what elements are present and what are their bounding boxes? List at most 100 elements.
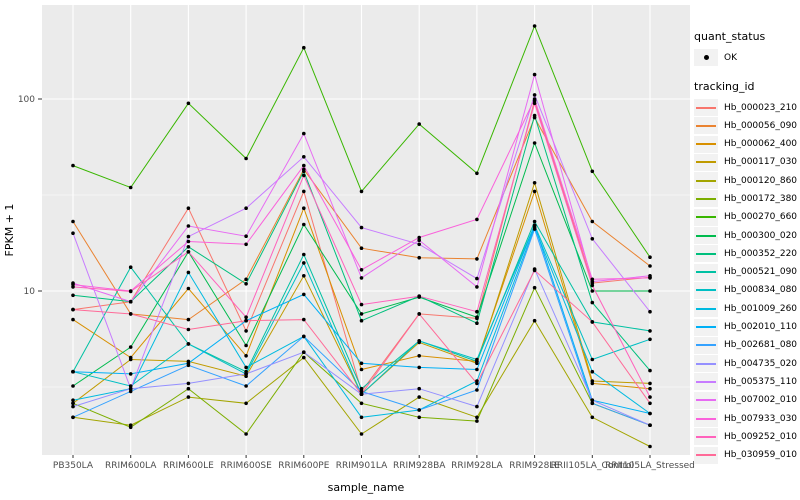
data-point [71,415,75,420]
data-point [186,270,191,275]
data-point [71,398,75,403]
legend-label: Hb_000521_090 [724,267,798,278]
data-point [71,317,75,322]
data-point [302,261,306,265]
data-point [532,113,537,118]
legend-label: Hb_001009_260 [724,303,798,314]
data-point [302,350,306,355]
data-point [648,264,652,268]
data-point [71,307,75,312]
data-point [71,384,75,388]
data-point [532,141,537,145]
data-point [359,415,364,420]
data-point [186,342,191,346]
data-point [475,388,479,392]
legend-entry-Hb_000521_090: Hb_000521_090 [694,263,798,281]
data-point [128,384,133,388]
data-point [359,268,364,272]
data-point [359,225,364,230]
data-point [128,389,133,394]
data-point [186,250,191,254]
line-swatch-icon [694,117,718,135]
legend-label: Hb_002681_080 [724,340,798,351]
legend-entry-Hb_005375_110: Hb_005375_110 [694,373,798,391]
data-point [532,24,537,28]
data-point [302,222,306,227]
legend: quant_status OK tracking_id Hb_000023_21… [694,30,798,465]
legend-label: Hb_002010_110 [724,322,798,333]
data-point [648,423,652,428]
x-tick-label: RRIM600PE [278,461,330,471]
data-point [186,395,191,399]
data-point [532,318,537,323]
line-swatch-icon [694,428,718,446]
data-point [359,389,364,394]
data-point [186,101,191,106]
plot-panel [42,5,690,455]
line-swatch-icon [694,300,718,318]
data-point [417,415,422,420]
y-tick-label: 100 [18,95,35,105]
legend-label: Hb_004735_020 [724,358,798,369]
data-point [532,227,537,231]
legend-entry-Hb_002010_110: Hb_002010_110 [694,318,798,336]
data-point [590,289,595,293]
data-point [128,372,133,376]
data-point [532,93,537,97]
data-point [590,379,595,383]
data-point [128,185,133,190]
data-point [590,283,595,288]
data-point [648,276,652,280]
data-point [417,395,422,399]
data-point [302,155,306,159]
data-point [244,156,248,161]
y-tick-labels: 10 100 [18,95,35,297]
data-point [475,321,479,326]
data-point [359,367,364,372]
data-point [417,386,422,391]
data-point [417,408,422,412]
legend-entry-Hb_000834_080: Hb_000834_080 [694,281,798,299]
legend-entry-Hb_000117_030: Hb_000117_030 [694,153,798,171]
line-swatch-icon [694,208,718,226]
data-point [71,163,75,168]
legend-entry-Hb_000300_020: Hb_000300_020 [694,227,798,245]
data-point [590,237,595,241]
data-point [532,268,537,273]
data-point [302,169,306,174]
data-point [532,189,537,194]
legend-label: Hb_007933_030 [724,413,798,424]
legend-label: Hb_000172_380 [724,193,798,204]
data-point [475,415,479,420]
data-point [359,392,364,397]
legend-label: Hb_005375_110 [724,376,798,387]
data-point [475,367,479,372]
data-point [302,131,306,136]
data-point [417,238,422,242]
legend-title-quant-status: quant_status [694,30,766,43]
line-swatch-icon [694,227,718,245]
data-point [359,386,364,391]
data-point [590,320,595,324]
data-point [244,384,248,388]
data-point [244,329,248,333]
data-point [244,206,248,210]
data-point [648,329,652,333]
legend-title-tracking-id: tracking_id [694,80,755,93]
data-point [417,242,422,247]
data-point [590,169,595,174]
data-point [648,289,652,293]
data-point [244,432,248,436]
data-point [302,252,306,257]
legend-label: Hb_007002_010 [724,395,798,406]
data-point [71,404,75,409]
data-point [359,302,364,307]
data-point [359,189,364,194]
data-point [186,245,191,249]
data-point [475,315,479,320]
data-point [475,309,479,314]
data-point [648,444,652,449]
line-swatch-icon [694,245,718,263]
data-point [648,386,652,391]
legend-entry-Hb_000062_400: Hb_000062_400 [694,135,798,153]
